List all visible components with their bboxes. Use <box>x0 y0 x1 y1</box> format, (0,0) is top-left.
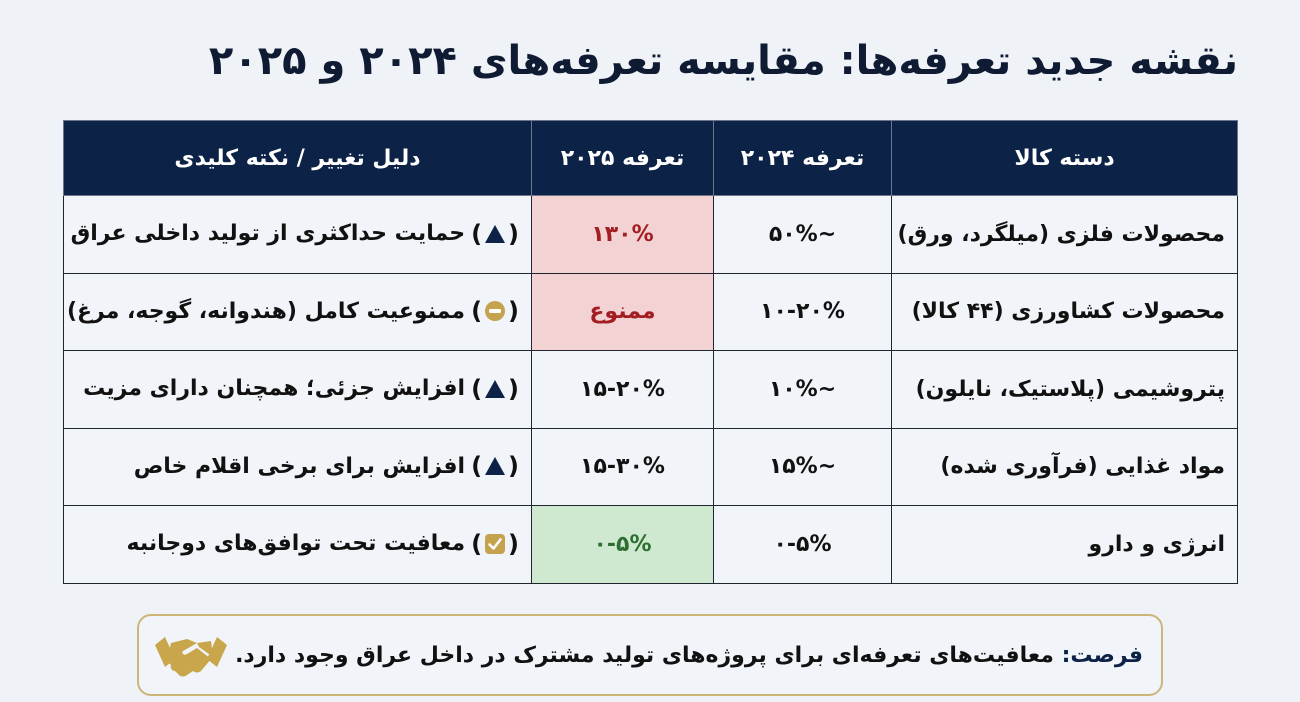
cell-category: مواد غذایی (فرآوری شده) <box>891 427 1238 506</box>
callout-body: معافیت‌های تعرفه‌ای برای پروژه‌های تولید… <box>235 642 1062 668</box>
cell-reason: ( ) ممنوعیت کامل (هندوانه، گوجه، مرغ) <box>63 272 532 351</box>
header-tariff-2024: تعرفه ۲۰۲۴ <box>713 120 892 196</box>
cell-tariff-2025: ۱۵-۲۰% <box>531 350 714 429</box>
reason-icon-wrap: ( ) <box>471 297 519 325</box>
cell-tariff-2025: ۱۳۰% <box>531 195 714 274</box>
table-row: پتروشیمی (پلاستیک، نایلون) ~۱۰% ۱۵-۲۰% (… <box>63 350 1238 429</box>
reason-text: افزایش جزئی؛ همچنان دارای مزیت <box>83 376 466 401</box>
checkbox-check-icon <box>485 533 506 554</box>
header-category: دسته کالا <box>891 120 1238 196</box>
table-header-row: دسته کالا تعرفه ۲۰۲۴ تعرفه ۲۰۲۵ دلیل تغی… <box>63 120 1238 196</box>
header-tariff-2025: تعرفه ۲۰۲۵ <box>531 120 714 196</box>
table-row: انرژی و دارو ۰-۵% ۰-۵% ( ) معافیت تحت تو… <box>63 505 1238 584</box>
handshake-icon <box>155 637 227 677</box>
cell-category: انرژی و دارو <box>891 505 1238 584</box>
triangle-up-icon <box>485 224 506 243</box>
reason-icon-wrap: ( ) <box>471 374 519 403</box>
opportunity-callout: فرصت: معافیت‌های تعرفه‌ای برای پروژه‌های… <box>137 614 1163 696</box>
table-row: محصولات کشاورزی (۴۴ کالا) ۱۰-۲۰% ممنوع (… <box>63 272 1238 351</box>
page-title: نقشه جدید تعرفه‌ها: مقایسه تعرفه‌های ۲۰۲… <box>208 38 1239 84</box>
cell-reason: ( ) معافیت تحت توافق‌های دوجانبه <box>63 505 532 584</box>
cell-tariff-2024: ۰-۵% <box>713 505 892 584</box>
cell-tariff-2024: ~۱۵% <box>713 427 892 506</box>
no-entry-icon <box>485 301 506 321</box>
cell-tariff-2024: ~۵۰% <box>713 195 892 274</box>
cell-reason: ( ) حمایت حداکثری از تولید داخلی عراق <box>63 195 532 274</box>
triangle-up-icon <box>485 457 506 475</box>
callout-label: فرصت: <box>1061 642 1143 668</box>
cell-tariff-2025: ۱۵-۳۰% <box>531 427 714 506</box>
cell-tariff-2025: ممنوع <box>531 272 714 351</box>
cell-tariff-2024: ۱۰-۲۰% <box>713 272 892 351</box>
reason-text: حمایت حداکثری از تولید داخلی عراق <box>70 221 466 246</box>
callout-text: فرصت: معافیت‌های تعرفه‌ای برای پروژه‌های… <box>235 643 1143 668</box>
cell-tariff-2024: ~۱۰% <box>713 350 892 429</box>
triangle-up-icon <box>485 379 506 398</box>
table-row: مواد غذایی (فرآوری شده) ~۱۵% ۱۵-۳۰% ( ) … <box>63 427 1238 506</box>
cell-category: پتروشیمی (پلاستیک، نایلون) <box>891 350 1238 429</box>
cell-category: محصولات فلزی (میلگرد، ورق) <box>891 195 1238 274</box>
tariff-comparison-table: دسته کالا تعرفه ۲۰۲۴ تعرفه ۲۰۲۵ دلیل تغی… <box>63 120 1238 584</box>
cell-category: محصولات کشاورزی (۴۴ کالا) <box>891 272 1238 351</box>
cell-tariff-2025: ۰-۵% <box>531 505 714 584</box>
reason-icon-wrap: ( ) <box>471 219 519 248</box>
reason-text: ممنوعیت کامل (هندوانه، گوجه، مرغ) <box>66 298 466 324</box>
cell-reason: ( ) افزایش جزئی؛ همچنان دارای مزیت <box>63 350 532 429</box>
cell-reason: ( ) افزایش برای برخی اقلام خاص <box>63 427 532 506</box>
reason-icon-wrap: ( ) <box>471 529 519 558</box>
reason-text: افزایش برای برخی اقلام خاص <box>133 453 466 479</box>
table-row: محصولات فلزی (میلگرد، ورق) ~۵۰% ۱۳۰% ( )… <box>63 195 1238 274</box>
reason-icon-wrap: ( ) <box>471 452 519 480</box>
reason-text: معافیت تحت توافق‌های دوجانبه <box>126 531 466 556</box>
header-reason: دلیل تغییر / نکته کلیدی <box>63 120 532 196</box>
